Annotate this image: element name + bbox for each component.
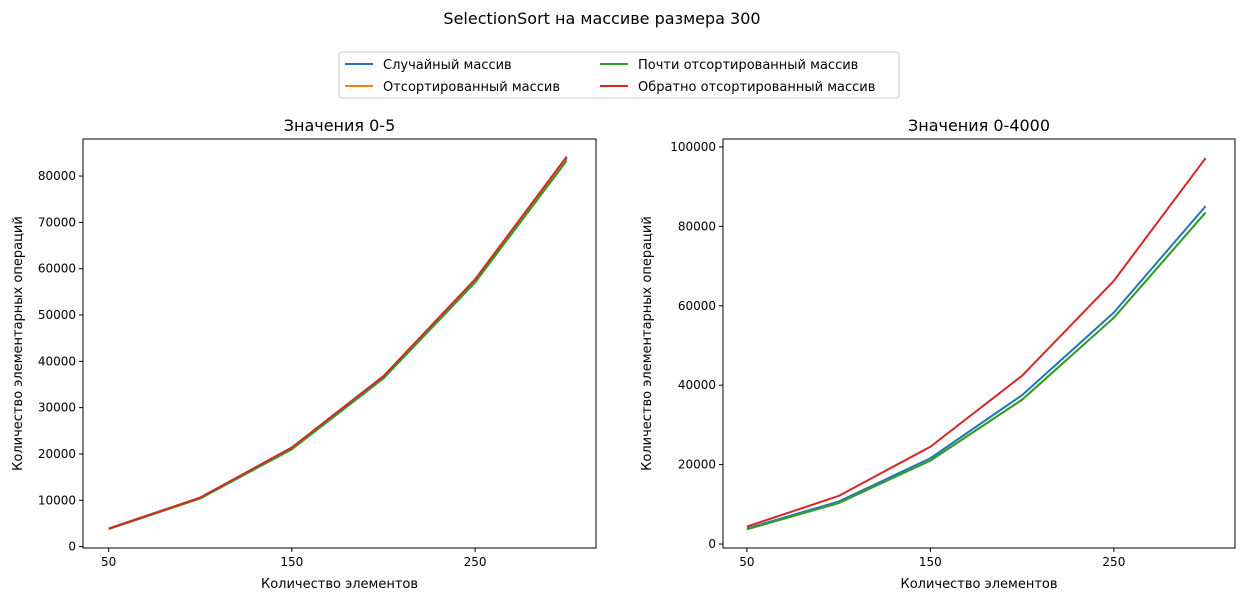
x-tick-label: 150: [280, 555, 303, 569]
y-tick-label: 60000: [678, 299, 716, 313]
y-tick-label: 30000: [38, 401, 76, 415]
legend-label: Обратно отсортированный массив: [638, 80, 875, 95]
legend-entry: Случайный массив: [345, 58, 512, 73]
y-tick-label: 80000: [678, 219, 716, 233]
x-tick-label: 250: [464, 555, 487, 569]
y-tick-label: 0: [708, 537, 716, 551]
chart-title: Значения 0-5: [284, 116, 396, 135]
legend-label: Отсортированный массив: [383, 80, 560, 95]
x-tick-label: 50: [739, 555, 754, 569]
y-axis: 0 10000 20000 30000 40000 50000 60000 70000 8000…: [38, 169, 83, 554]
legend: Случайный массив Отсортированный массив По…: [338, 51, 900, 99]
x-tick-label: 150: [919, 555, 942, 569]
figure-suptitle: SelectionSort на массиве размера 300: [443, 9, 760, 28]
chart-values-0-5: Значения 0-5 50 150 250 0 10000 20000 30000 4000…: [11, 116, 597, 592]
legend-label: Случайный массив: [383, 58, 512, 73]
y-tick-label: 70000: [38, 215, 76, 229]
series-line: [108, 156, 568, 530]
series-line: [108, 156, 568, 530]
series-line: [746, 211, 1207, 531]
series-line: [108, 158, 568, 530]
y-tick-label: 40000: [38, 354, 76, 368]
y-tick-label: 80000: [38, 169, 76, 183]
y-axis: 0 20000 40000 60000 80000 100000: [670, 140, 723, 551]
y-tick-label: 10000: [38, 493, 76, 507]
legend-frame: [338, 51, 900, 99]
y-tick-label: 100000: [670, 140, 716, 154]
y-tick-label: 50000: [38, 308, 76, 322]
legend-entry: Обратно отсортированный массив: [600, 80, 875, 95]
series-line: [746, 205, 1207, 530]
series-group: [746, 157, 1207, 531]
y-tick-label: 40000: [678, 378, 716, 392]
plot-frame: [722, 138, 1236, 549]
series-line: [108, 160, 568, 530]
legend-entry: Почти отсортированный массив: [600, 58, 858, 73]
y-axis-label: Количество элементарных операций: [11, 216, 26, 471]
legend-label: Почти отсортированный массив: [638, 58, 858, 73]
y-tick-label: 60000: [38, 262, 76, 276]
y-axis-label: Количество элементарных операций: [640, 216, 655, 471]
x-tick-label: 50: [101, 555, 116, 569]
x-axis: 50 150 250: [101, 548, 487, 569]
series-line: [746, 157, 1207, 528]
chart-values-0-4000: Значения 0-4000 50 150 250 0 20000 40000 60000 8…: [640, 116, 1236, 592]
series-line: [746, 211, 1207, 531]
y-tick-label: 20000: [38, 447, 76, 461]
legend-entry: Отсортированный массив: [345, 80, 560, 95]
plot-frame: [82, 138, 597, 549]
x-axis-label: Количество элементов: [900, 577, 1057, 592]
y-tick-label: 20000: [678, 458, 716, 472]
x-tick-label: 250: [1102, 555, 1125, 569]
x-axis-label: Количество элементов: [261, 577, 418, 592]
x-axis: 50 150 250: [739, 548, 1125, 569]
chart-title: Значения 0-4000: [908, 116, 1050, 135]
series-group: [108, 156, 568, 530]
y-tick-label: 0: [68, 540, 76, 554]
